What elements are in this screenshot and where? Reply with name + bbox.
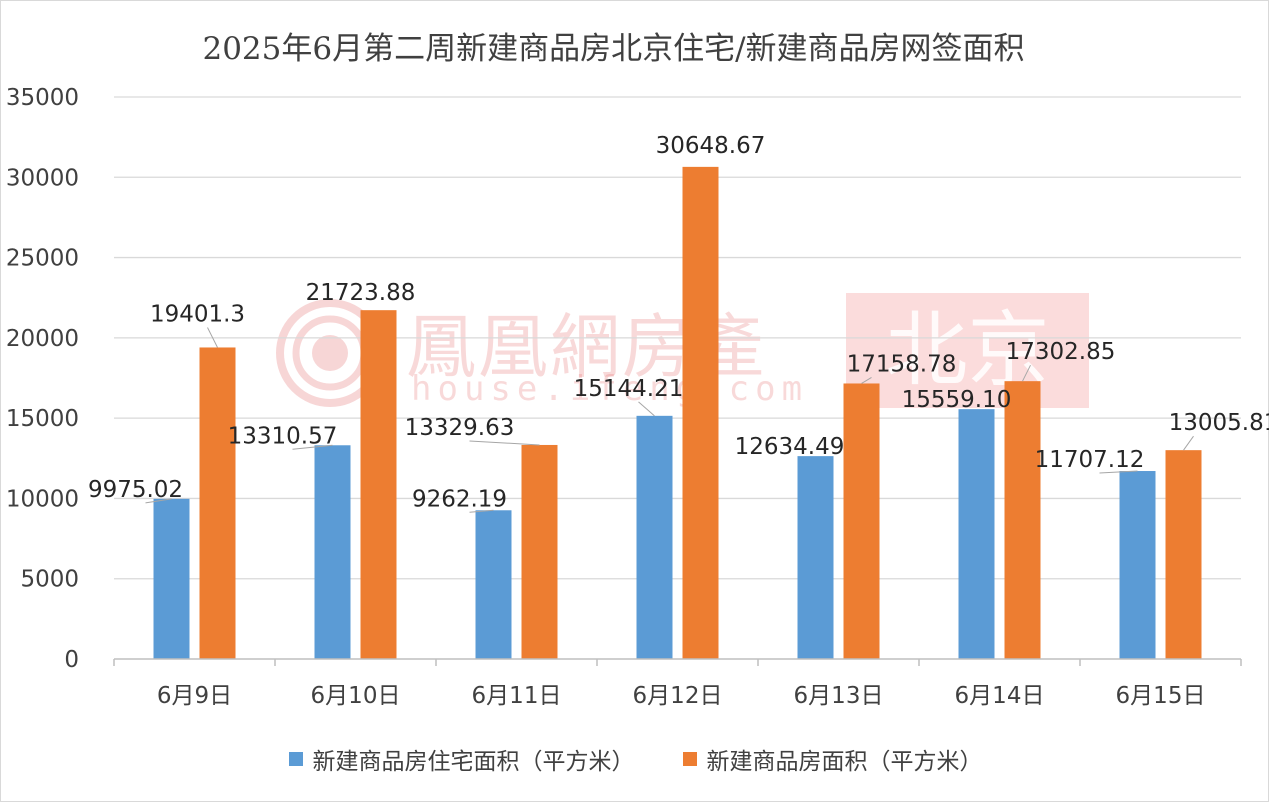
gridlines [114, 96, 1241, 580]
data-labels: 9975.02 13310.57 9262.19 15144.21 12634.49 15… [88, 133, 1269, 513]
y-tick-label: 5000 [20, 567, 79, 593]
bar-total[interactable] [1165, 450, 1202, 659]
legend: 新建商品房住宅面积（平方米） 新建商品房面积（平方米） [1, 739, 1269, 779]
x-tick-label: 6月13日 [794, 683, 884, 709]
leader-line [145, 498, 172, 504]
y-tick-label: 15000 [6, 406, 79, 432]
bar-total[interactable] [521, 444, 558, 659]
y-tick-label: 20000 [6, 326, 79, 352]
bar-residential[interactable] [1119, 471, 1156, 659]
x-tick-label: 6月10日 [311, 683, 401, 709]
data-label: 30648.67 [656, 133, 766, 159]
leader-line [638, 401, 655, 417]
bar-residential[interactable] [636, 415, 673, 659]
y-tick-label: 0 [64, 647, 79, 673]
x-tick-label: 6月14日 [955, 683, 1045, 709]
legend-label-residential: 新建商品房住宅面积（平方米） [312, 749, 635, 775]
data-label: 13005.81 [1169, 410, 1269, 436]
data-label: 19401.3 [150, 301, 245, 327]
data-label: 15559.10 [902, 387, 1012, 413]
data-label: 17158.78 [847, 351, 957, 377]
legend-swatch-total [682, 752, 697, 766]
legend-label-total: 新建商品房面积（平方米） [706, 749, 983, 775]
y-tick-label: 35000 [6, 85, 79, 111]
data-label: 13310.57 [228, 423, 338, 449]
data-label: 13329.63 [405, 415, 515, 441]
chart-title: 2025年6月第二周新建商品房北京住宅/新建商品房网签面积 [202, 31, 1025, 67]
leader-line [469, 509, 494, 513]
bar-total[interactable] [360, 310, 397, 659]
y-tick-label: 25000 [6, 246, 79, 272]
leader-line [861, 377, 872, 384]
legend-item-residential[interactable]: 新建商品房住宅面积（平方米） [288, 742, 635, 776]
watermark-url: house.ifeng.com [411, 369, 809, 409]
bar-residential[interactable] [314, 445, 351, 659]
data-label: 21723.88 [306, 280, 416, 306]
leader-line [1022, 364, 1031, 382]
bars [153, 166, 1202, 659]
data-label: 12634.49 [735, 434, 845, 460]
legend-swatch-residential [288, 752, 303, 766]
x-tick-label: 6月15日 [1116, 683, 1206, 709]
leader-line [1183, 435, 1194, 451]
x-tick-label: 6月11日 [472, 683, 562, 709]
axes: 0 5000 10000 15000 20000 25000 30000 35000 6月9日 6… [6, 85, 1242, 709]
y-tick-label: 10000 [6, 486, 79, 512]
data-label: 9262.19 [412, 486, 507, 512]
leader-line [469, 440, 540, 446]
x-tick-label: 6月9日 [157, 683, 232, 709]
leader-line [1099, 470, 1138, 474]
data-label: 9975.02 [88, 477, 183, 503]
x-tick-label: 6月12日 [633, 683, 723, 709]
leader-line [207, 327, 218, 348]
legend-item-total[interactable]: 新建商品房面积（平方米） [682, 742, 983, 776]
bar-total[interactable] [843, 383, 880, 659]
bar-residential[interactable] [797, 456, 834, 659]
leader-line [292, 444, 333, 450]
bar-total[interactable] [1004, 381, 1041, 659]
bar-total[interactable] [199, 347, 236, 659]
watermark-city: 北京 [846, 293, 1089, 408]
data-label: 17302.85 [1006, 339, 1116, 365]
bar-total[interactable] [682, 166, 719, 659]
y-tick-label: 30000 [6, 165, 79, 191]
data-label: 11707.12 [1035, 447, 1145, 473]
bar-residential[interactable] [475, 510, 512, 659]
bar-residential[interactable] [958, 409, 995, 659]
data-label: 15144.21 [574, 376, 684, 402]
bar-residential[interactable] [153, 498, 190, 659]
